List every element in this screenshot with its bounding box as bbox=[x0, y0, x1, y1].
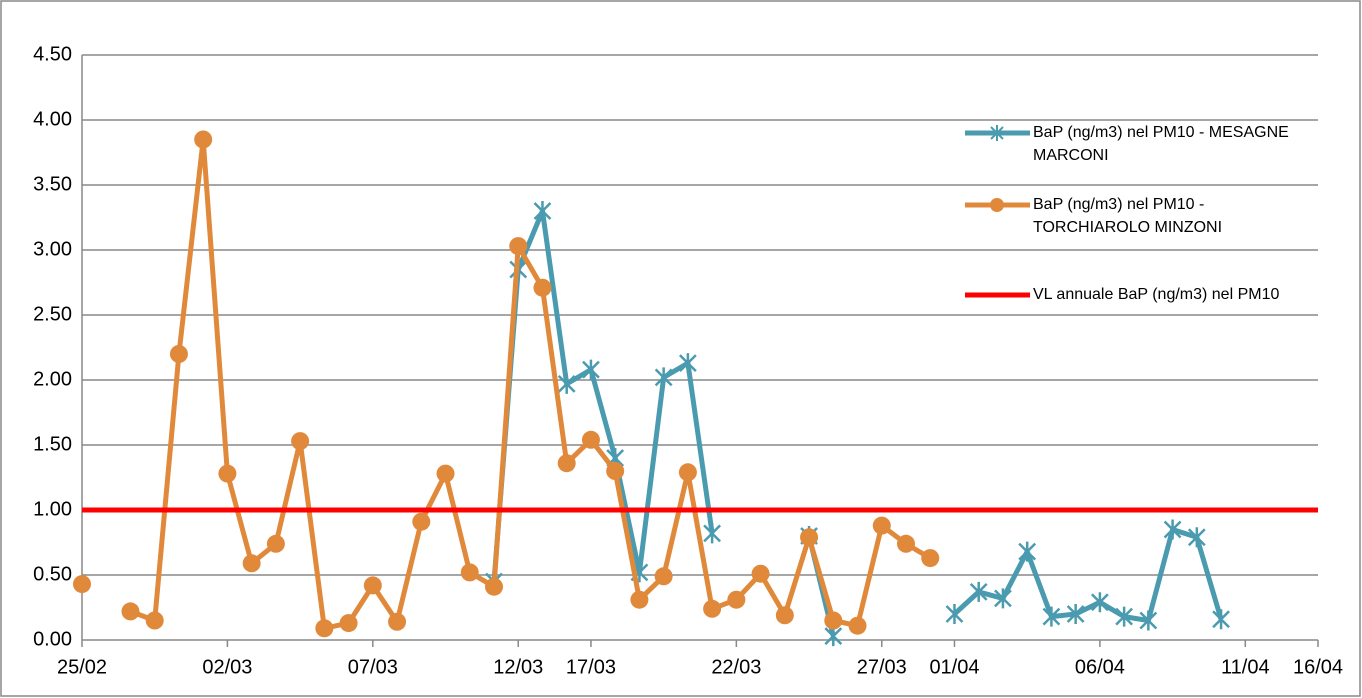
point bbox=[969, 581, 988, 602]
point bbox=[848, 616, 867, 635]
point bbox=[1163, 519, 1182, 540]
point bbox=[242, 554, 261, 573]
series-line bbox=[952, 527, 1224, 623]
point bbox=[485, 577, 503, 596]
point bbox=[921, 549, 940, 568]
point bbox=[533, 278, 552, 297]
point bbox=[388, 612, 407, 631]
point bbox=[169, 345, 188, 363]
point bbox=[630, 590, 649, 609]
point bbox=[703, 599, 722, 618]
point bbox=[1090, 592, 1109, 613]
point bbox=[1115, 606, 1134, 627]
point bbox=[1066, 604, 1085, 624]
point bbox=[1018, 541, 1037, 562]
point bbox=[218, 464, 237, 483]
point bbox=[557, 454, 576, 473]
point bbox=[945, 604, 964, 624]
point bbox=[73, 575, 91, 594]
point bbox=[897, 534, 915, 553]
legend-marker bbox=[990, 198, 1004, 212]
x-tick-label: 07/03 bbox=[348, 656, 398, 678]
x-tick-label: 25/02 bbox=[57, 656, 107, 678]
point bbox=[678, 463, 697, 482]
point bbox=[194, 130, 213, 149]
point bbox=[703, 523, 722, 544]
point bbox=[363, 576, 382, 595]
y-tick-label: 2.00 bbox=[33, 368, 72, 390]
x-tick-label: 16/04 bbox=[1293, 656, 1343, 678]
point bbox=[994, 588, 1012, 609]
y-tick-label: 4.00 bbox=[33, 108, 72, 130]
y-tick-label: 1.50 bbox=[33, 433, 72, 455]
point bbox=[824, 611, 843, 630]
point bbox=[145, 611, 164, 630]
point bbox=[606, 462, 625, 480]
point bbox=[775, 606, 794, 625]
y-tick-label: 2.50 bbox=[33, 303, 72, 325]
y-tick-label: 0.50 bbox=[33, 563, 72, 585]
legend-marker bbox=[990, 125, 1004, 141]
point bbox=[291, 432, 310, 451]
point bbox=[339, 614, 358, 633]
point bbox=[1187, 527, 1206, 548]
point bbox=[412, 512, 431, 531]
x-tick-label: 01/04 bbox=[929, 656, 979, 678]
point bbox=[654, 367, 673, 388]
y-tick-label: 1.00 bbox=[33, 498, 72, 520]
point bbox=[315, 619, 334, 638]
point bbox=[678, 353, 697, 374]
y-tick-label: 3.00 bbox=[33, 238, 72, 260]
point bbox=[800, 528, 819, 547]
y-tick-label: 3.50 bbox=[33, 173, 72, 195]
y-tick-label: 4.50 bbox=[33, 43, 72, 65]
point bbox=[582, 359, 600, 380]
x-tick-label: 02/03 bbox=[202, 656, 252, 678]
point bbox=[121, 602, 140, 621]
point bbox=[533, 201, 552, 221]
x-tick-label: 27/03 bbox=[857, 656, 907, 678]
point bbox=[727, 590, 746, 609]
point bbox=[654, 567, 673, 586]
x-tick-label: 17/03 bbox=[566, 656, 616, 678]
point bbox=[509, 237, 528, 256]
x-tick-label: 06/04 bbox=[1075, 656, 1125, 678]
legend-label: BaP (ng/m3) nel PM10 - TORCHIAROLO MINZO… bbox=[1033, 196, 1223, 236]
point bbox=[1139, 610, 1158, 631]
legend-label: BaP (ng/m3) nel PM10 - MESAGNE MARCONI bbox=[1033, 124, 1289, 164]
point bbox=[436, 464, 455, 483]
legend-label: VL annuale BaP (ng/m3) nel PM10 bbox=[1033, 286, 1280, 303]
point bbox=[460, 563, 479, 582]
x-tick-label: 22/03 bbox=[711, 656, 761, 678]
point bbox=[557, 373, 576, 394]
point bbox=[872, 516, 891, 535]
point bbox=[581, 430, 600, 449]
point bbox=[266, 534, 285, 553]
point bbox=[1212, 609, 1230, 630]
y-tick-label: 0.00 bbox=[33, 628, 72, 650]
x-tick-label: 11/04 bbox=[1221, 656, 1270, 678]
series bbox=[73, 130, 940, 638]
series-line bbox=[491, 208, 715, 582]
x-tick-label: 12/03 bbox=[493, 656, 543, 678]
point bbox=[1042, 606, 1061, 627]
point bbox=[751, 564, 770, 583]
series-line bbox=[129, 137, 932, 631]
